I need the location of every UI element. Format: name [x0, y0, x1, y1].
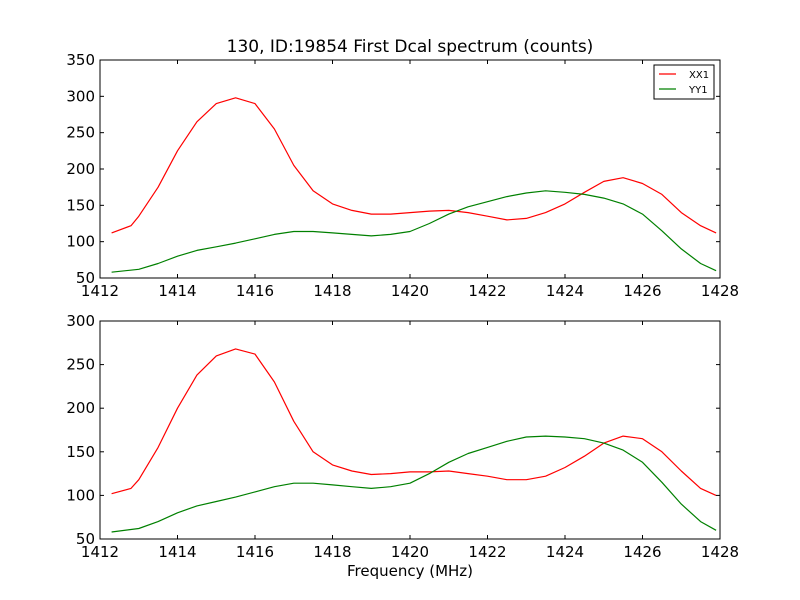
chart-title: 130, ID:19854 First Dcal spectrum (count… [227, 37, 594, 57]
x-tick-label: 1424 [546, 282, 584, 300]
y-tick-label: 300 [66, 87, 95, 105]
x-tick-label: 1424 [546, 543, 584, 561]
axes-frame [99, 320, 721, 540]
y-tick-label: 300 [66, 312, 95, 330]
y-tick-label: 50 [76, 269, 95, 287]
series-line-series-2 [111, 435, 717, 533]
series-line-xx1 [111, 97, 717, 234]
x-tick-label: 1416 [236, 543, 274, 561]
x-tick-label: 1416 [236, 282, 274, 300]
x-tick-label: 1412 [81, 543, 119, 561]
x-tick-label: 1414 [158, 543, 196, 561]
y-tick-label: 100 [66, 486, 95, 504]
x-tick-label: 1426 [623, 543, 661, 561]
x-tick-label: 1420 [391, 282, 429, 300]
y-tick-label: 100 [66, 233, 95, 251]
x-tick-label: 1418 [313, 282, 351, 300]
x-tick-label: 1420 [391, 543, 429, 561]
y-tick-label: 50 [76, 530, 95, 548]
series-line-yy1 [111, 190, 717, 273]
x-axis-label: Frequency (MHz) [347, 562, 473, 580]
y-tick-label: 250 [66, 356, 95, 374]
y-tick-label: 150 [66, 443, 95, 461]
x-tick-label: 1428 [701, 282, 739, 300]
x-tick-label: 1412 [81, 282, 119, 300]
x-tick-label: 1414 [158, 282, 196, 300]
legend-box [653, 64, 715, 100]
axes-frame [99, 59, 721, 279]
plot-panel-2: 1412 1414 1416 1418 1420 1422 1424 1426 1428 50 10… [66, 312, 739, 561]
y-tick-label: 200 [66, 160, 95, 178]
y-tick-label: 150 [66, 196, 95, 214]
legend-label: YY1 [688, 85, 708, 96]
y-tick-label: 250 [66, 124, 95, 142]
x-tick-label: 1422 [468, 543, 506, 561]
x-tick-label: 1426 [623, 282, 661, 300]
plot-panel-1: 1412 1414 1416 1418 1420 1422 1424 1426 1428 50 10… [66, 51, 739, 300]
legend-label: XX1 [689, 70, 709, 81]
x-tick-label: 1418 [313, 543, 351, 561]
x-tick-label: 1422 [468, 282, 506, 300]
y-tick-label: 200 [66, 399, 95, 417]
y-tick-label: 350 [66, 51, 95, 69]
x-tick-label: 1428 [701, 543, 739, 561]
series-line-series-1 [111, 348, 717, 496]
